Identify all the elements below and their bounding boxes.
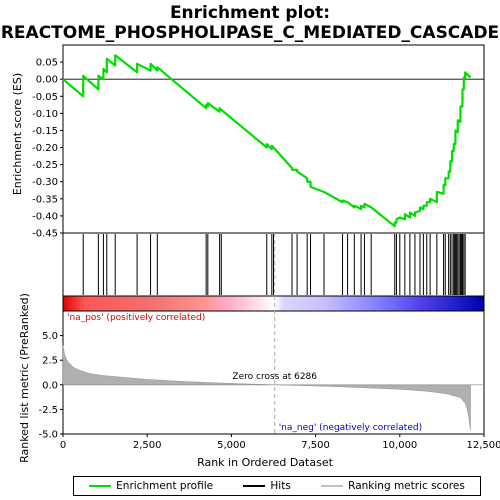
legend-item-hits: Hits xyxy=(243,480,291,492)
ranked-metric-panel: Zero cross at 6286 'na_pos' (positively c… xyxy=(38,233,500,451)
x-tick-label: 2,500 xyxy=(133,440,162,451)
x-tick-label: 10,000 xyxy=(382,440,417,451)
rank-y-tick-label: 2.5 xyxy=(42,356,58,367)
es-plot-frame xyxy=(62,44,485,234)
x-axis-label: Rank in Ordered Dataset xyxy=(197,456,334,469)
es-y-tick-label: -0.45 xyxy=(32,229,58,240)
es-y-tick-label: 0.00 xyxy=(36,75,58,86)
rank-y-axis-label: Ranked list metric (PreRanked) xyxy=(18,293,31,463)
rank-y-tick-label: 5.0 xyxy=(42,331,58,342)
rank-y-tick-label: -2.5 xyxy=(38,405,58,416)
legend-item-ranking-metric-scores: Ranking metric scores xyxy=(321,480,465,492)
rank-plot-frame xyxy=(62,310,485,435)
es-y-tick-label: 0.05 xyxy=(36,58,58,69)
x-tick-label: 7,500 xyxy=(301,440,330,451)
es-y-tick-label: -0.20 xyxy=(32,143,58,154)
legend-swatch-hits xyxy=(243,485,266,487)
legend: Enrichment profile Hits Ranking metric s… xyxy=(73,476,481,496)
chart-title-line2: REACTOME_PHOSPHOLIPASE_C_MEDIATED_CASCAD… xyxy=(1,23,499,43)
es-y-tick-label: -0.35 xyxy=(32,194,58,205)
correlation-color-band xyxy=(62,295,485,312)
zero-cross-label: Zero cross at 6286 xyxy=(232,372,317,382)
legend-swatch-enrichment-profile xyxy=(89,485,112,487)
enrichment-score-panel: 0.05 0.00 -0.05 -0.10 -0.15 -0.20 -0.25 -0.30 -0… xyxy=(32,44,485,240)
na-neg-label: 'na_neg' (negatively correlated) xyxy=(279,423,422,433)
rank-y-tick-label: 0.0 xyxy=(42,380,58,391)
es-y-tick-label: -0.10 xyxy=(32,109,58,120)
legend-item-enrichment-profile: Enrichment profile xyxy=(89,480,213,492)
es-y-tick-label: -0.30 xyxy=(32,177,58,188)
x-tick-label: 0 xyxy=(60,440,66,451)
es-y-tick-label: -0.40 xyxy=(32,211,58,222)
chart-title-line1: Enrichment plot: xyxy=(170,3,330,23)
enrichment-profile-line xyxy=(62,54,472,228)
x-tick-label: 12,500 xyxy=(467,440,500,451)
legend-label-hits: Hits xyxy=(270,480,291,492)
na-pos-label: 'na_pos' (positively correlated) xyxy=(67,313,205,323)
legend-label-ranking-metric-scores: Ranking metric scores xyxy=(348,480,465,492)
es-y-tick-label: -0.15 xyxy=(32,126,58,137)
legend-label-enrichment-profile: Enrichment profile xyxy=(116,480,214,492)
x-tick-label: 5,000 xyxy=(217,440,246,451)
es-y-tick-label: -0.05 xyxy=(32,92,58,103)
es-y-tick-label: -0.25 xyxy=(32,160,58,171)
es-y-axis-label: Enrichment score (ES) xyxy=(11,73,24,195)
legend-swatch-ranking-metric-scores xyxy=(321,485,344,487)
rank-y-tick-label: -5.0 xyxy=(38,430,58,441)
hits-panel xyxy=(62,232,485,312)
